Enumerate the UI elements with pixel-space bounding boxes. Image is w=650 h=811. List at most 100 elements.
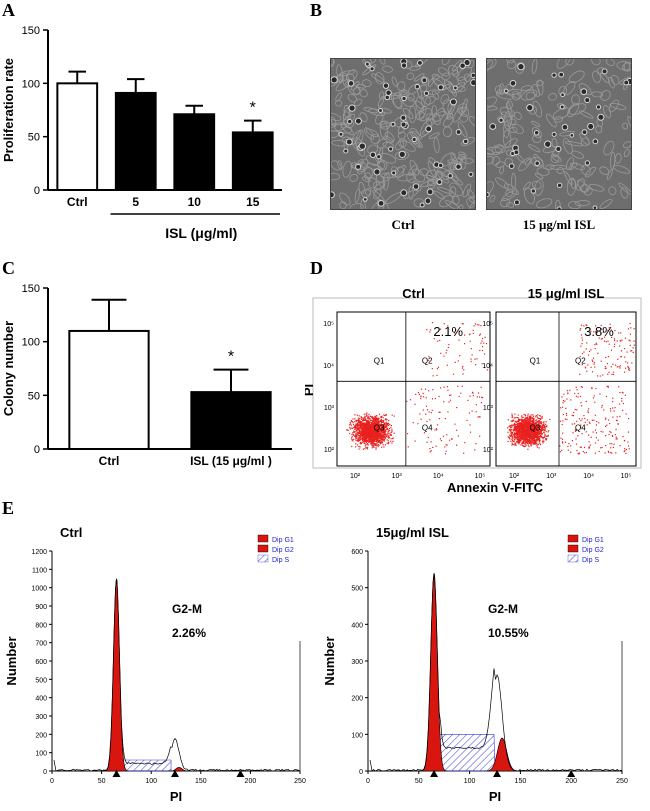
hist-y-tick-label: 1200	[31, 549, 47, 556]
legend-label: Dip G2	[272, 547, 294, 554]
flow-plot-title: Ctrl	[402, 286, 424, 301]
quadrant-q1-label: Q1	[530, 356, 541, 365]
s-phase-area	[121, 759, 172, 772]
y-axis-label: Colony number	[1, 321, 16, 416]
panel-c-bar-chart: 0 50 100 150 Ctrl * ISL (15 μg/ml ) Colony numb…	[1, 283, 292, 468]
y-tick-label: 150	[22, 25, 40, 37]
quadrant-q4-label: Q4	[575, 424, 586, 433]
x-tick-label: Ctrl	[67, 195, 88, 209]
flow-percent: 3.8%	[584, 324, 614, 339]
hist-y-tick-label: 300	[35, 714, 47, 721]
quadrant-q3-label: Q3	[374, 424, 385, 433]
micrograph-isl-caption: 15 μg/ml ISL	[522, 217, 596, 232]
y-tick-label: 50	[28, 390, 40, 402]
bar-3	[231, 131, 274, 191]
hist-x-axis-label: PI	[489, 789, 501, 804]
measured-histogram-line	[369, 574, 623, 772]
quadrant-q4-label: Q4	[422, 424, 433, 433]
panel-e-cell-cycle-histograms: Ctrl010020030040050060070080090010001100…	[4, 525, 628, 804]
flow-y-axis-label: PI	[305, 384, 316, 396]
flow-x-tick-label: 10⁵	[621, 473, 632, 480]
bar-0	[68, 329, 150, 450]
bar-2	[173, 113, 216, 191]
x-tick-label: ISL (15 μg/ml )	[190, 454, 272, 468]
x-tick-label: 15	[246, 195, 260, 209]
y-axis-label: Proliferation rate	[1, 58, 16, 162]
panel-letter-a: A	[2, 0, 15, 20]
x-tick-label: 5	[132, 195, 139, 209]
x-tick-label: Ctrl	[99, 454, 120, 468]
hist-y-tick-label: 300	[351, 659, 363, 666]
hist-plot-title: Ctrl	[60, 525, 82, 540]
panel-letter-b: B	[310, 0, 323, 20]
x-tick-label: 10	[188, 195, 202, 209]
flow-y-tick-label: 10⁴	[482, 363, 493, 370]
hist-y-tick-label: 0	[43, 769, 47, 776]
g2m-label: G2-M	[172, 602, 202, 616]
hist-x-tick-label: 150	[515, 778, 527, 785]
flow-x-tick-label: 10²	[509, 473, 520, 480]
g1-peak	[104, 578, 129, 772]
hist-y-tick-label: 400	[351, 622, 363, 629]
y-tick-label: 0	[34, 185, 40, 197]
hist-y-tick-label: 200	[35, 732, 47, 739]
panel-letter-e: E	[2, 498, 15, 518]
flow-x-axis-label: Annexin V-FITC	[447, 480, 544, 495]
g2m-label: G2-M	[488, 602, 518, 616]
micrograph-ctrl	[330, 58, 476, 210]
gate-marker	[112, 770, 121, 777]
legend-swatch	[567, 534, 579, 543]
hist-y-axis-label: Number	[322, 636, 337, 685]
hist-x-axis-label: PI	[170, 789, 182, 804]
flow-y-tick-label: 10³	[483, 405, 494, 412]
hist-y-tick-label: 800	[35, 622, 47, 629]
flow-x-tick-label: 10³	[392, 473, 403, 480]
hist-x-tick-label: 200	[565, 778, 577, 785]
hist-x-tick-label: 100	[464, 778, 476, 785]
s-phase-area	[438, 734, 496, 772]
hist-x-tick-label: 250	[616, 778, 628, 785]
hist-plot-title: 15μg/ml ISL	[376, 525, 449, 540]
hist-y-tick-label: 100	[351, 732, 363, 739]
quadrant-q2-label: Q2	[422, 356, 433, 365]
hist-y-tick-label: 1000	[31, 586, 47, 593]
flow-x-tick-label: 10⁴	[433, 473, 444, 480]
g2m-percent: 2.26%	[172, 626, 206, 640]
hist-y-tick-label: 600	[35, 659, 47, 666]
hist-y-tick-label: 900	[35, 604, 47, 611]
hist-y-tick-label: 1100	[32, 567, 47, 574]
flow-y-tick-label: 10⁵	[482, 321, 493, 328]
gate-marker	[171, 770, 180, 777]
significance-star: *	[250, 100, 256, 117]
hist-y-tick-label: 0	[359, 769, 363, 776]
bar-1	[190, 391, 272, 450]
legend-swatch	[257, 534, 269, 543]
flow-percent: 2.1%	[433, 324, 463, 339]
hist-y-tick-label: 400	[35, 696, 47, 703]
hist-x-tick-label: 50	[98, 778, 106, 785]
legend-swatch	[567, 544, 579, 553]
legend-label: Dip G2	[582, 547, 604, 554]
hist-y-tick-label: 500	[351, 586, 363, 593]
hist-x-tick-label: 0	[366, 778, 370, 785]
flow-y-tick-label: 10²	[483, 447, 494, 454]
flow-x-tick-label: 10²	[350, 473, 361, 480]
flow-plot-title: 15 μg/ml ISL	[528, 286, 605, 301]
g2-peak	[485, 737, 519, 772]
y-tick-label: 150	[22, 283, 40, 295]
legend-label: Dip G1	[272, 537, 294, 544]
hist-x-tick-label: 100	[145, 778, 157, 785]
y-tick-label: 0	[34, 444, 40, 456]
hist-y-tick-label: 500	[35, 677, 47, 684]
hist-y-axis-label: Number	[4, 636, 19, 685]
legend-label: Dip G1	[582, 537, 604, 544]
panel-letter-c: C	[2, 258, 15, 278]
quadrant-q1-label: Q1	[374, 356, 385, 365]
flow-panel-frame	[312, 297, 642, 469]
hist-x-tick-label: 0	[50, 778, 54, 785]
flow-x-tick-label: 10⁴	[583, 473, 594, 480]
legend-label: Dip S	[582, 557, 599, 564]
y-tick-label: 100	[22, 337, 40, 349]
micrograph-ctrl-caption: Ctrl	[391, 217, 415, 232]
flow-x-tick-label: 10⁵	[475, 473, 486, 480]
